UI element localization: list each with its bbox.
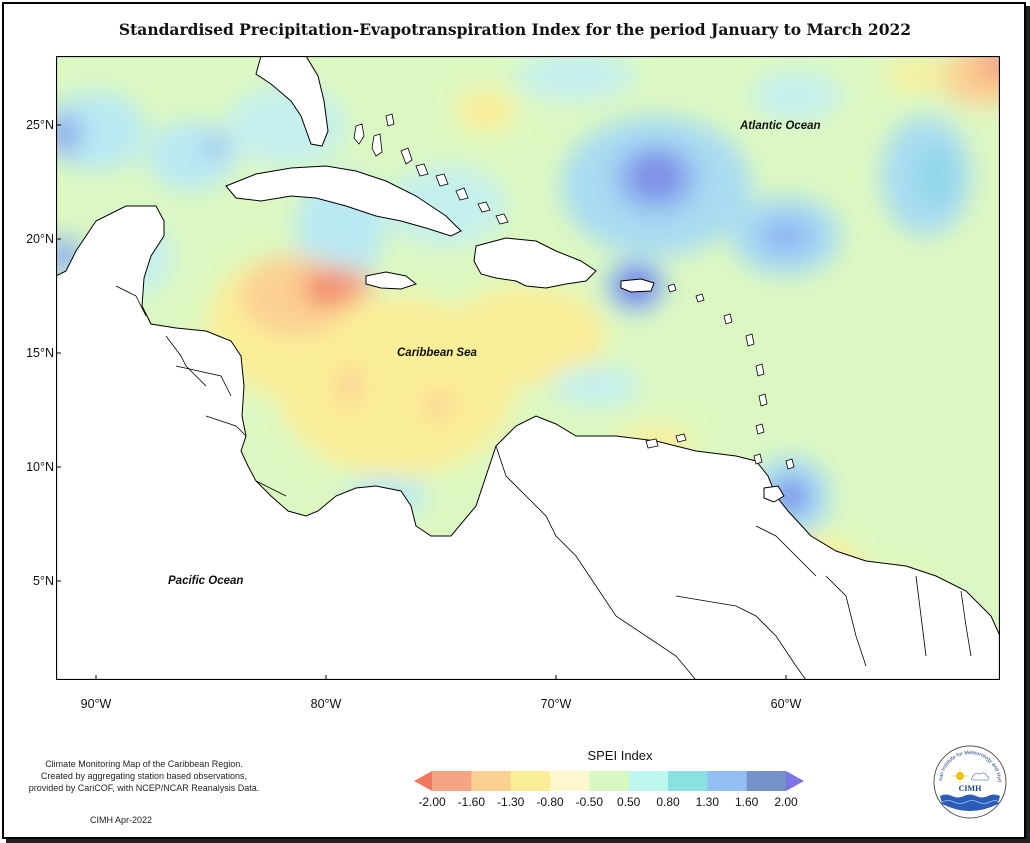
legend-swatch-low-arrow — [414, 771, 432, 791]
legend-swatch — [668, 771, 708, 791]
lat-tick-label-10: 10°N — [26, 460, 54, 474]
lat-tick-label-5: 5°N — [33, 574, 54, 588]
legend-tick-label: -1.30 — [496, 795, 525, 809]
lon-tick-label-60: 60°W — [770, 697, 802, 711]
legend-swatch — [510, 771, 551, 791]
legend-tick-label: 0.50 — [616, 795, 641, 809]
legend-tick-label: -0.80 — [536, 795, 564, 809]
small-islands — [353, 113, 795, 470]
legend-title: SPEI Index — [587, 748, 653, 763]
map-caption: Climate Monitoring Map of the Caribbean … — [24, 758, 264, 794]
lat-tick-label-15: 15°N — [26, 346, 54, 360]
map-canvas — [56, 56, 1000, 680]
country-borders — [115, 285, 972, 680]
credit-text: CIMH Apr-2022 — [90, 815, 153, 825]
legend-tick-label: 1.30 — [695, 795, 720, 809]
legend-tick-label: -2.00 — [418, 795, 446, 809]
caption-line-1: Climate Monitoring Map of the Caribbean … — [45, 759, 243, 769]
legend-swatch — [550, 771, 590, 791]
land-masses — [56, 56, 1000, 680]
legend-swatch — [746, 771, 787, 791]
lon-tick-label-70: 70°W — [540, 697, 572, 711]
legend-tick-label: 1.60 — [734, 795, 759, 809]
lon-tick-label-80: 80°W — [310, 697, 342, 711]
hispaniola-land — [473, 237, 597, 289]
cloud-icon — [970, 772, 990, 781]
legend-swatch — [707, 771, 748, 791]
legend-swatch-high-arrow — [786, 771, 804, 791]
logo-name: CIMH — [959, 784, 982, 793]
puerto-rico-land — [620, 278, 655, 293]
waves-icon — [940, 794, 1000, 811]
jamaica-land — [365, 271, 418, 290]
spei-map — [56, 56, 1000, 680]
continental-land — [56, 205, 1000, 680]
lat-tick-label-25: 25°N — [26, 118, 54, 132]
legend-tick-label: 2.00 — [774, 795, 798, 809]
cuba-land — [225, 165, 462, 237]
caption-line-3: provided by CariCOF, with NCEP/NCAR Rean… — [28, 783, 260, 793]
lon-tick-label-90: 90°W — [80, 697, 112, 711]
cimh-logo: Caribbean Institute for Meteorology and … — [932, 744, 1007, 819]
map-border — [56, 56, 1000, 680]
caribbean-sea-label: Caribbean Sea — [397, 347, 477, 359]
map-title: Standardised Precipitation-Evapotranspir… — [118, 20, 912, 39]
atlantic-ocean-label: Atlantic Ocean — [740, 120, 821, 132]
legend-swatch — [628, 771, 669, 791]
caption-line-2: Created by aggregating station based obs… — [40, 771, 248, 781]
sun-icon — [956, 772, 964, 780]
legend-swatch — [432, 771, 472, 791]
florida-land — [255, 56, 329, 147]
legend-tick-labels: -2.00 -1.60 -1.30 -0.80 -0.50 0.50 0.80 1.30 1.6… — [414, 795, 804, 811]
legend-swatch — [471, 771, 512, 791]
legend-tick-label: -1.60 — [457, 795, 486, 809]
lat-tick-label-20: 20°N — [26, 232, 54, 246]
pacific-ocean-label: Pacific Ocean — [168, 575, 244, 587]
trinidad-land — [763, 485, 785, 503]
legend-swatch — [589, 771, 630, 791]
legend-tick-label: -0.50 — [575, 795, 604, 809]
legend-colorbar — [414, 771, 804, 791]
legend-tick-label: 0.80 — [656, 795, 680, 809]
